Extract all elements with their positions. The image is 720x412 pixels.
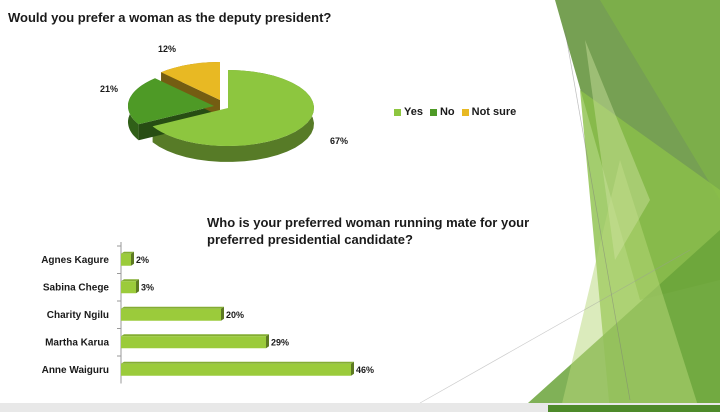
decor-shape-5: [560, 160, 700, 412]
pie-legend: Yes No Not sure: [394, 106, 516, 118]
footer-band: [0, 403, 720, 412]
bar-category-label-martha-karua: Martha Karua: [45, 337, 109, 348]
legend-label-no: No: [439, 106, 455, 118]
bar-top-agnes-kagure: [121, 251, 134, 254]
legend-swatch-yes: [394, 108, 401, 116]
pie-slice-no: [127, 78, 214, 125]
pie-slice-not-sure: [161, 62, 220, 100]
bar-anne-waiguru: [121, 363, 351, 376]
legend-swatch-no: [429, 108, 437, 116]
pie-label-yes: 67%: [330, 136, 348, 146]
decor-shape-6: [585, 40, 650, 260]
pie-label-not-sure: 12%: [158, 44, 176, 54]
bar-category-label-anne-waiguru: Anne Waiguru: [42, 365, 109, 376]
bar-side-sabina-chege: [136, 279, 139, 294]
legend-swatch-not-sure: [461, 108, 469, 116]
bar-category-label-charity-ngilu: Charity Ngilu: [47, 310, 109, 321]
bar-agnes-kagure: [121, 253, 131, 266]
decor-line-2: [419, 249, 691, 404]
legend-item-yes: Yes: [394, 106, 423, 118]
decor-line-1: [564, 29, 631, 401]
bar-top-anne-waiguru: [121, 361, 354, 364]
bar-charity-ngilu: [121, 308, 221, 321]
legend-item-not-sure: Not sure: [461, 106, 517, 118]
bar-value-label-agnes-kagure: 2%: [136, 255, 149, 265]
legend-label-not-sure: Not sure: [471, 106, 517, 118]
bar-side-agnes-kagure: [131, 251, 134, 266]
pie-slice-yes: [152, 70, 314, 146]
bar-sabina-chege: [121, 281, 136, 294]
legend-item-no: No: [429, 106, 455, 118]
bar-value-label-anne-waiguru: 46%: [356, 365, 374, 375]
bar-category-label-sabina-chege: Sabina Chege: [43, 282, 110, 293]
bar-chart-title: Who is your preferred woman running mate…: [207, 215, 530, 247]
bar-value-label-charity-ngilu: 20%: [226, 310, 244, 320]
decor-shape-2: [600, 0, 720, 200]
bar-top-martha-karua: [121, 334, 269, 337]
bar-martha-karua: [121, 336, 266, 349]
legend-label-yes: Yes: [404, 106, 423, 118]
bar-value-label-martha-karua: 29%: [271, 337, 289, 347]
bar-top-sabina-chege: [121, 279, 139, 282]
pie-chart-title: Would you prefer a woman as the deputy p…: [8, 10, 332, 25]
bar-value-label-sabina-chege: 3%: [141, 282, 154, 292]
pie-chart: 67% 21% 12%: [100, 44, 348, 162]
bar-side-charity-ngilu: [221, 306, 224, 321]
bar-category-label-agnes-kagure: Agnes Kagure: [41, 255, 109, 266]
bar-top-charity-ngilu: [121, 306, 224, 309]
bar-side-anne-waiguru: [351, 361, 354, 376]
bar-chart: Agnes Kagure 2% Sabina Chege 3% Charity Ngil…: [41, 242, 374, 384]
pie-label-no: 21%: [100, 84, 118, 94]
footer-accent: [548, 405, 720, 412]
bar-side-martha-karua: [266, 334, 269, 349]
